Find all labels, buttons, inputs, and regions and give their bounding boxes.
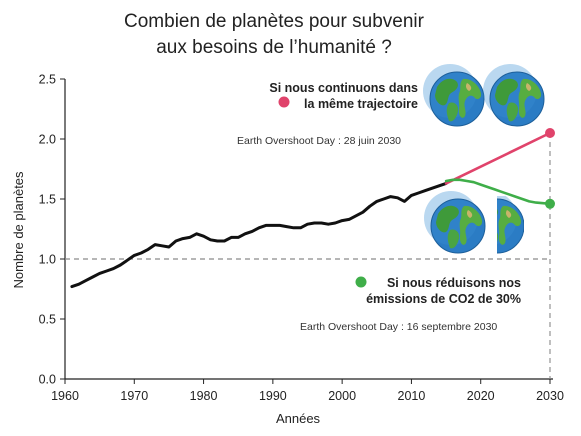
- chart-title-line-2: aux besoins de l’humanité ?: [156, 37, 392, 58]
- globe-icons-high: [422, 63, 545, 127]
- earth-globe-icon: [422, 63, 485, 127]
- annotation-high-scenario: Si nous continuons dans la même trajecto…: [237, 81, 418, 147]
- earth-globe-icon: [482, 63, 545, 127]
- x-tick-label: 2020: [467, 389, 495, 403]
- globe-icons-low: [423, 190, 524, 254]
- x-tick-label: 2010: [398, 389, 426, 403]
- x-tick-label: 2000: [328, 389, 356, 403]
- low-scenario-dot: [355, 276, 367, 288]
- high-scenario-line-1: Si nous continuons dans: [269, 81, 418, 95]
- axes: 0.0 0.5 1.0 1.5 2.0 2.5 1960 1970 1980 1990 2000 20…: [39, 73, 564, 404]
- y-tick-label: 0.0: [39, 373, 56, 387]
- series-layer: [70, 128, 555, 289]
- x-tick-label: 1960: [51, 389, 79, 403]
- x-tick-label: 2030: [536, 389, 564, 403]
- annotation-low-scenario: Si nous réduisons nos émissions de CO2 d…: [300, 276, 521, 333]
- series-end-point-2: [545, 198, 555, 209]
- x-axis-label: Années: [276, 411, 321, 426]
- earth-globe-icon: [423, 190, 486, 254]
- y-tick-label: 2.0: [39, 133, 56, 147]
- x-tick-label: 1990: [259, 389, 287, 403]
- series-line-2: [444, 178, 552, 206]
- chart-title-line-1: Combien de planètes pour subvenir: [124, 11, 425, 32]
- low-scenario-line-2: émissions de CO2 de 30%: [366, 292, 521, 306]
- y-axis-label: Nombre de planètes: [11, 171, 26, 289]
- y-tick-label: 0.5: [39, 313, 56, 327]
- low-scenario-overshoot-day: Earth Overshoot Day : 16 septembre 2030: [300, 321, 497, 333]
- series-line-0: [70, 181, 448, 289]
- y-tick-label: 1.5: [39, 193, 56, 207]
- low-scenario-line-1: Si nous réduisons nos: [387, 276, 521, 290]
- high-scenario-line-2: la même trajectoire: [304, 97, 418, 111]
- y-tick-label: 1.0: [39, 253, 56, 267]
- y-tick-label: 2.5: [39, 73, 56, 87]
- series-end-point-1: [545, 128, 555, 138]
- reference-line-layer: [65, 133, 551, 379]
- series-line-1: [444, 131, 552, 185]
- high-scenario-overshoot-day: Earth Overshoot Day : 28 juin 2030: [237, 135, 401, 147]
- chart-title: Combien de planètes pour subvenir aux be…: [124, 11, 425, 58]
- high-scenario-dot: [278, 96, 290, 108]
- x-tick-label: 1980: [190, 389, 218, 403]
- x-tick-label: 1970: [120, 389, 148, 403]
